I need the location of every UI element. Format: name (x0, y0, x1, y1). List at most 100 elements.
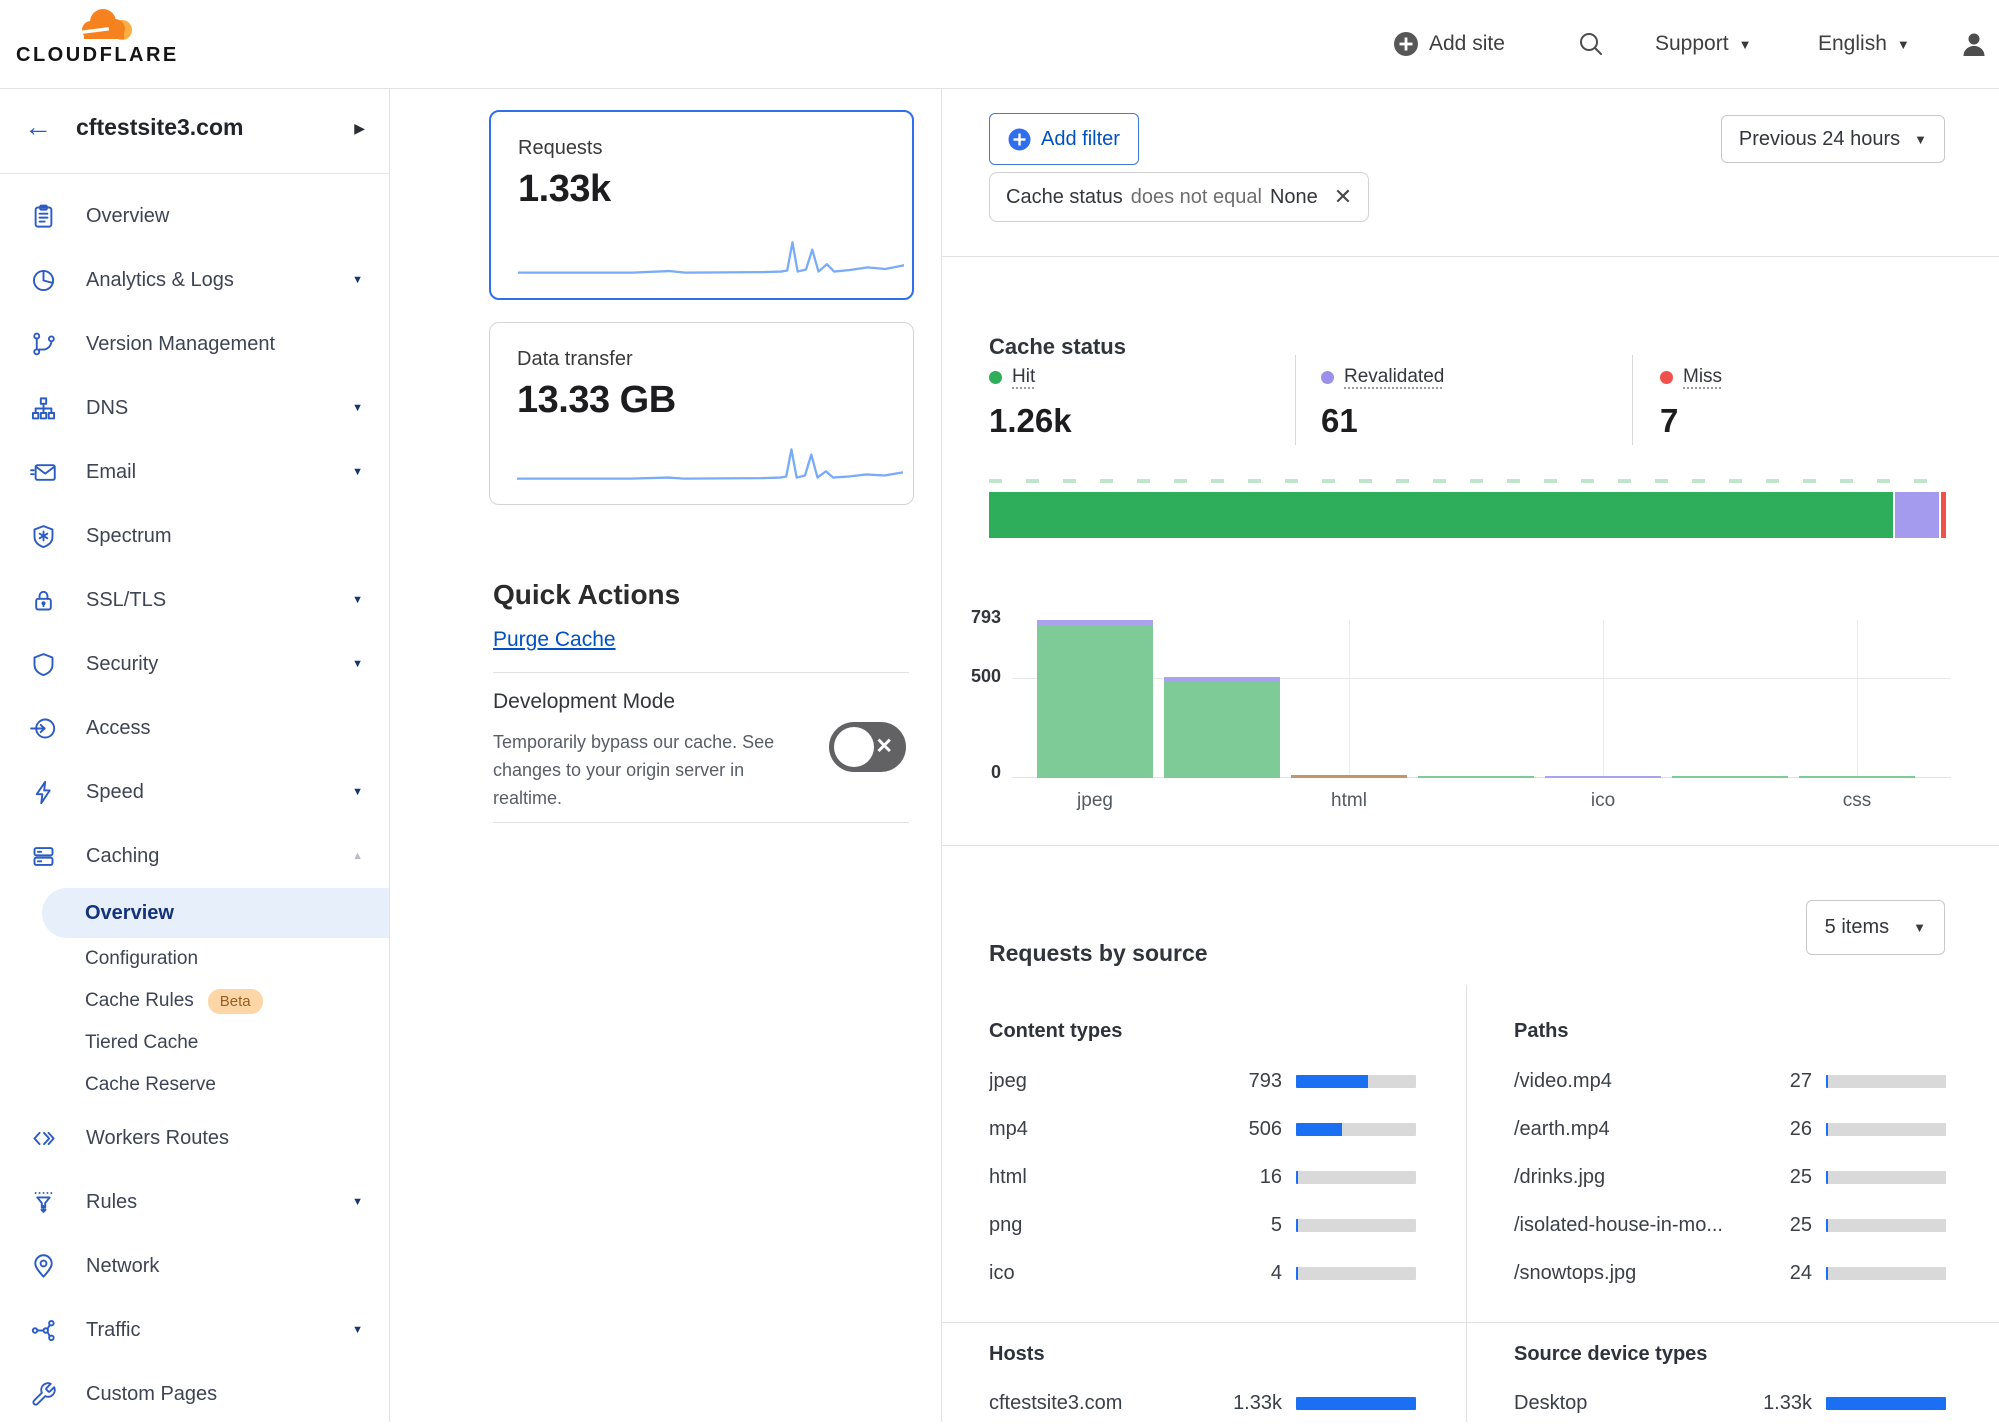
row-value: 793 (1248, 1069, 1282, 1092)
row-bar-track (1826, 1122, 1946, 1136)
pie-chart-icon (30, 267, 57, 294)
bar-segment-hit (1672, 776, 1788, 778)
account-menu[interactable] (1960, 0, 1988, 88)
legend-hit[interactable]: Hit 1.26k (989, 366, 1072, 440)
sidebar-item-label: SSL/TLS (86, 588, 167, 611)
sidebar-item-ssl-tls[interactable]: SSL/TLS ▼ (0, 568, 389, 632)
sidebar-subitem-cache-rules[interactable]: Cache Rules Beta (0, 980, 389, 1022)
content-type-row[interactable]: png 5 (989, 1208, 1416, 1242)
row-bar-track (1826, 1266, 1946, 1280)
hosts-header: Hosts (989, 1343, 1045, 1365)
path-row[interactable]: /drinks.jpg 25 (1514, 1160, 1946, 1194)
row-label: /earth.mp4 (1514, 1117, 1610, 1140)
chart-bar-html[interactable] (1291, 774, 1407, 778)
path-row[interactable]: /video.mp4 27 (1514, 1064, 1946, 1098)
search-button[interactable] (1578, 0, 1604, 88)
row-bar-fill (1826, 1266, 1829, 1280)
sidebar-subitem-configuration[interactable]: Configuration (0, 938, 389, 980)
language-menu[interactable]: English ▼ (1818, 0, 1910, 88)
content-type-row[interactable]: html 16 (989, 1160, 1416, 1194)
path-row[interactable]: /earth.mp4 26 (1514, 1112, 1946, 1146)
chevron-down-icon: ▼ (352, 274, 363, 286)
sidebar-item-workers-routes[interactable]: Workers Routes (0, 1106, 389, 1170)
row-label: html (989, 1165, 1027, 1188)
sidebar-item-network[interactable]: Network (0, 1234, 389, 1298)
sidebar-item-analytics-logs[interactable]: Analytics & Logs ▼ (0, 248, 389, 312)
add-filter-button[interactable]: Add filter (989, 113, 1139, 165)
sidebar-item-caching[interactable]: Caching ▲ (0, 824, 389, 888)
chart-bar-col-2[interactable] (1164, 677, 1280, 778)
sidebar-item-custom-pages[interactable]: Custom Pages (0, 1362, 389, 1426)
chart-bar-ico[interactable] (1545, 776, 1661, 778)
paths-header: Paths (1514, 1020, 1569, 1042)
sidebar-nav: Overview Analytics & Logs ▼ Version Mana… (0, 174, 389, 1426)
revalidated-label: Revalidated (1344, 366, 1445, 387)
path-row[interactable]: /isolated-house-in-mo... 25 (1514, 1208, 1946, 1242)
miss-dot-icon (1660, 370, 1673, 384)
host-row[interactable]: cftestsite3.com 1.33k (989, 1386, 1416, 1420)
row-value: 1.33k (1233, 1391, 1282, 1414)
sidebar-item-spectrum[interactable]: Spectrum (0, 504, 389, 568)
sidebar-item-security[interactable]: Security ▼ (0, 632, 389, 696)
stacked-segment-hit[interactable] (989, 492, 1894, 538)
gridline-500 (1012, 678, 1951, 679)
sidebar-item-label: Security (86, 652, 159, 675)
sidebar-item-label: Version Management (86, 332, 276, 355)
add-site-button[interactable]: Add site (1393, 0, 1505, 88)
sidebar-subitem-tiered-cache[interactable]: Tiered Cache (0, 1022, 389, 1064)
data-transfer-sparkline (517, 448, 904, 480)
plus-circle-icon (1008, 128, 1031, 150)
user-icon (1963, 33, 1985, 56)
sidebar-item-traffic[interactable]: Traffic ▼ (0, 1298, 389, 1362)
row-bar-fill (1296, 1218, 1298, 1232)
lock-icon (30, 587, 57, 614)
remove-filter-icon[interactable]: ✕ (1333, 184, 1353, 209)
cloudflare-logo[interactable]: CLOUDFLARE (16, 6, 176, 67)
legend-revalidated[interactable]: Revalidated 61 (1321, 366, 1444, 440)
items-count-dropdown[interactable]: 5 items ▼ (1805, 900, 1945, 955)
chart-bar-col-4[interactable] (1418, 776, 1534, 778)
sidebar-item-access[interactable]: Access (0, 696, 389, 760)
row-bar-track (1296, 1074, 1416, 1088)
sidebar-subitem-cache-reserve[interactable]: Cache Reserve (0, 1064, 389, 1106)
chart-bar-jpeg[interactable] (1037, 620, 1153, 778)
stacked-segment-revalidated[interactable] (1895, 492, 1939, 538)
sidebar-subitem-caching-overview[interactable]: Overview (42, 888, 389, 938)
sidebar-item-overview[interactable]: Overview (0, 184, 389, 248)
back-arrow-icon[interactable]: ← (24, 111, 52, 142)
x-tick-css: css (1842, 790, 1872, 811)
content-type-row[interactable]: jpeg 793 (989, 1064, 1416, 1098)
requests-metric-card[interactable]: Requests 1.33k (489, 110, 914, 300)
chart-bar-col-6[interactable] (1672, 776, 1788, 778)
legend-miss[interactable]: Miss 7 (1660, 366, 1722, 440)
sidebar-item-rules[interactable]: Rules ▼ (0, 1170, 389, 1234)
content-type-row[interactable]: mp4 506 (989, 1112, 1416, 1146)
content-types-header: Content types (989, 1020, 1123, 1042)
requests-value: 1.33k (518, 168, 611, 210)
support-menu[interactable]: Support ▼ (1655, 0, 1751, 88)
chevron-down-icon: ▼ (352, 402, 363, 414)
row-value: 26 (1789, 1117, 1812, 1140)
chevron-up-icon: ▲ (352, 850, 363, 862)
development-mode-toggle[interactable]: ✕ (829, 722, 906, 772)
chevron-right-icon[interactable]: ▶ (354, 120, 365, 136)
sidebar-item-email[interactable]: Email ▼ (0, 440, 389, 504)
time-range-dropdown[interactable]: Previous 24 hours ▼ (1720, 115, 1945, 163)
chart-bar-css[interactable] (1799, 776, 1915, 778)
site-header: ← cftestsite3.com ▶ (0, 89, 389, 174)
content-type-row[interactable]: ico 4 (989, 1256, 1416, 1290)
row-label: /video.mp4 (1514, 1069, 1612, 1092)
data-transfer-metric-card[interactable]: Data transfer 13.33 GB (489, 322, 914, 505)
sidebar-item-version-management[interactable]: Version Management (0, 312, 389, 376)
device-type-row[interactable]: Desktop 1.33k (1514, 1386, 1946, 1420)
add-filter-label: Add filter (1041, 127, 1120, 150)
path-row[interactable]: /snowtops.jpg 24 (1514, 1256, 1946, 1290)
sidebar-item-speed[interactable]: Speed ▼ (0, 760, 389, 824)
filter-chip[interactable]: Cache status does not equal None ✕ (989, 172, 1370, 222)
stacked-segment-miss[interactable] (1940, 492, 1946, 538)
purge-cache-link[interactable]: Purge Cache (493, 628, 616, 651)
hit-value: 1.26k (989, 402, 1072, 439)
sidebar-item-dns[interactable]: DNS ▼ (0, 376, 389, 440)
sidebar-item-label: Traffic (86, 1318, 141, 1341)
row-value: 1.33k (1763, 1391, 1812, 1414)
